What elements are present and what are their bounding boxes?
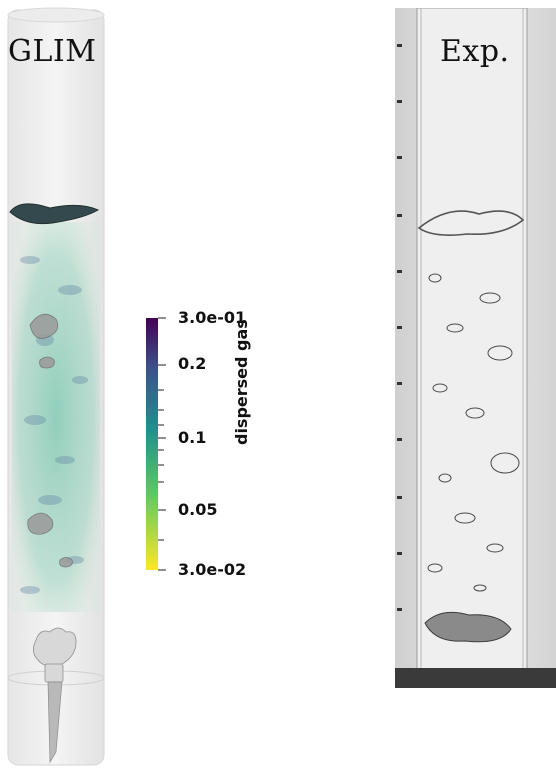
colorbar-gradient [146, 317, 166, 571]
colorbar-title: dispersed gas [232, 319, 251, 445]
scale-ticks [397, 44, 402, 611]
gas-structures [20, 256, 88, 594]
free-surface [417, 210, 525, 236]
column-top-rim [7, 7, 105, 23]
colorbar-tick-0.2: 0.2 [178, 354, 207, 373]
simulation-column-render [7, 7, 105, 766]
column-base [395, 668, 556, 688]
colorbar-max-label: 3.0e-01 [178, 308, 247, 327]
dispersed-gas-cloud [12, 222, 100, 612]
colorbar [140, 310, 170, 576]
column-glass [416, 8, 528, 677]
colorbar-tick-0.05: 0.05 [178, 500, 218, 519]
inlet-gas-jet [47, 681, 63, 764]
colorbar-tick-0.1: 0.1 [178, 428, 207, 447]
free-surface [9, 203, 100, 225]
experiment-label: Exp. [440, 34, 510, 69]
simulation-label: GLIM [8, 34, 97, 69]
large-bubbles [27, 313, 73, 568]
colorbar-min-label: 3.0e-02 [178, 560, 247, 579]
inlet-bubble [424, 611, 512, 643]
bubble-swarm [427, 273, 520, 592]
experiment-photo [395, 8, 556, 688]
